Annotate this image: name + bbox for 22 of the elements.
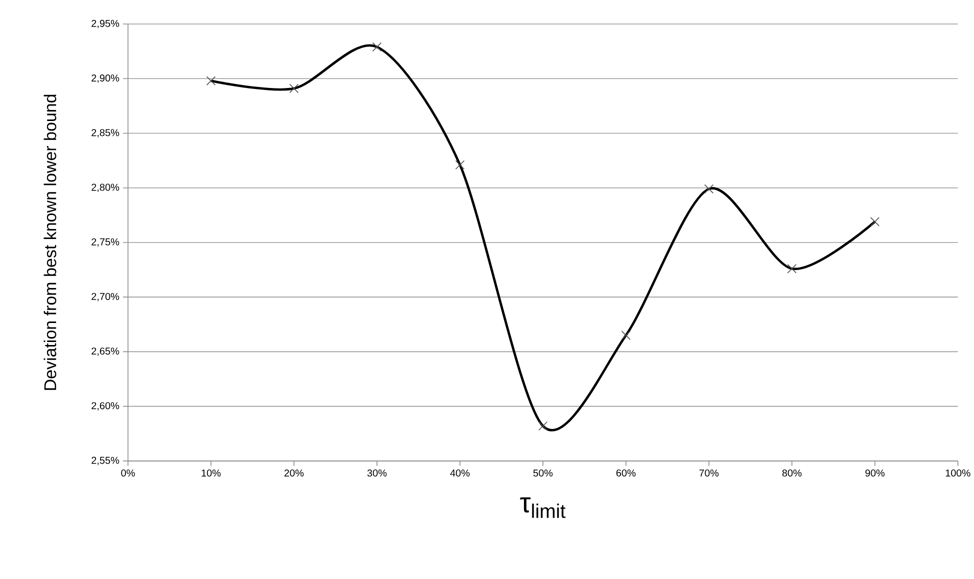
x-tick-label: 0% (121, 470, 135, 477)
x-tick-label: 80% (782, 470, 802, 477)
y-tick-label: 2,55% (92, 456, 120, 466)
x-tick-label: 40% (450, 470, 470, 477)
y-tick-label: 2,75% (92, 238, 120, 247)
x-tick-label: 30% (367, 470, 387, 477)
x-tick-label: 100% (946, 470, 970, 477)
x-axis-title: τ$_{limit}$ (520, 497, 566, 518)
y-axis-title: Deviation from best known lower bound (44, 94, 56, 390)
x-tick-label: 60% (616, 470, 636, 477)
x-tick-label: 50% (533, 470, 553, 477)
y-tick-label: 2,60% (92, 402, 120, 410)
y-tick-label: 2,65% (92, 348, 120, 356)
y-tick-label: 2,70% (92, 292, 120, 302)
y-tick-label: 2,95% (92, 20, 120, 28)
x-tick-label: 90% (865, 470, 885, 477)
x-tick-label: 20% (284, 470, 304, 477)
x-tick-label: 10% (202, 470, 221, 477)
y-tick-label: 2,85% (92, 129, 120, 138)
y-tick-label: 2,90% (92, 74, 120, 83)
y-tick-label: 2,80% (92, 184, 120, 192)
x-tick-label: 70% (699, 470, 719, 477)
